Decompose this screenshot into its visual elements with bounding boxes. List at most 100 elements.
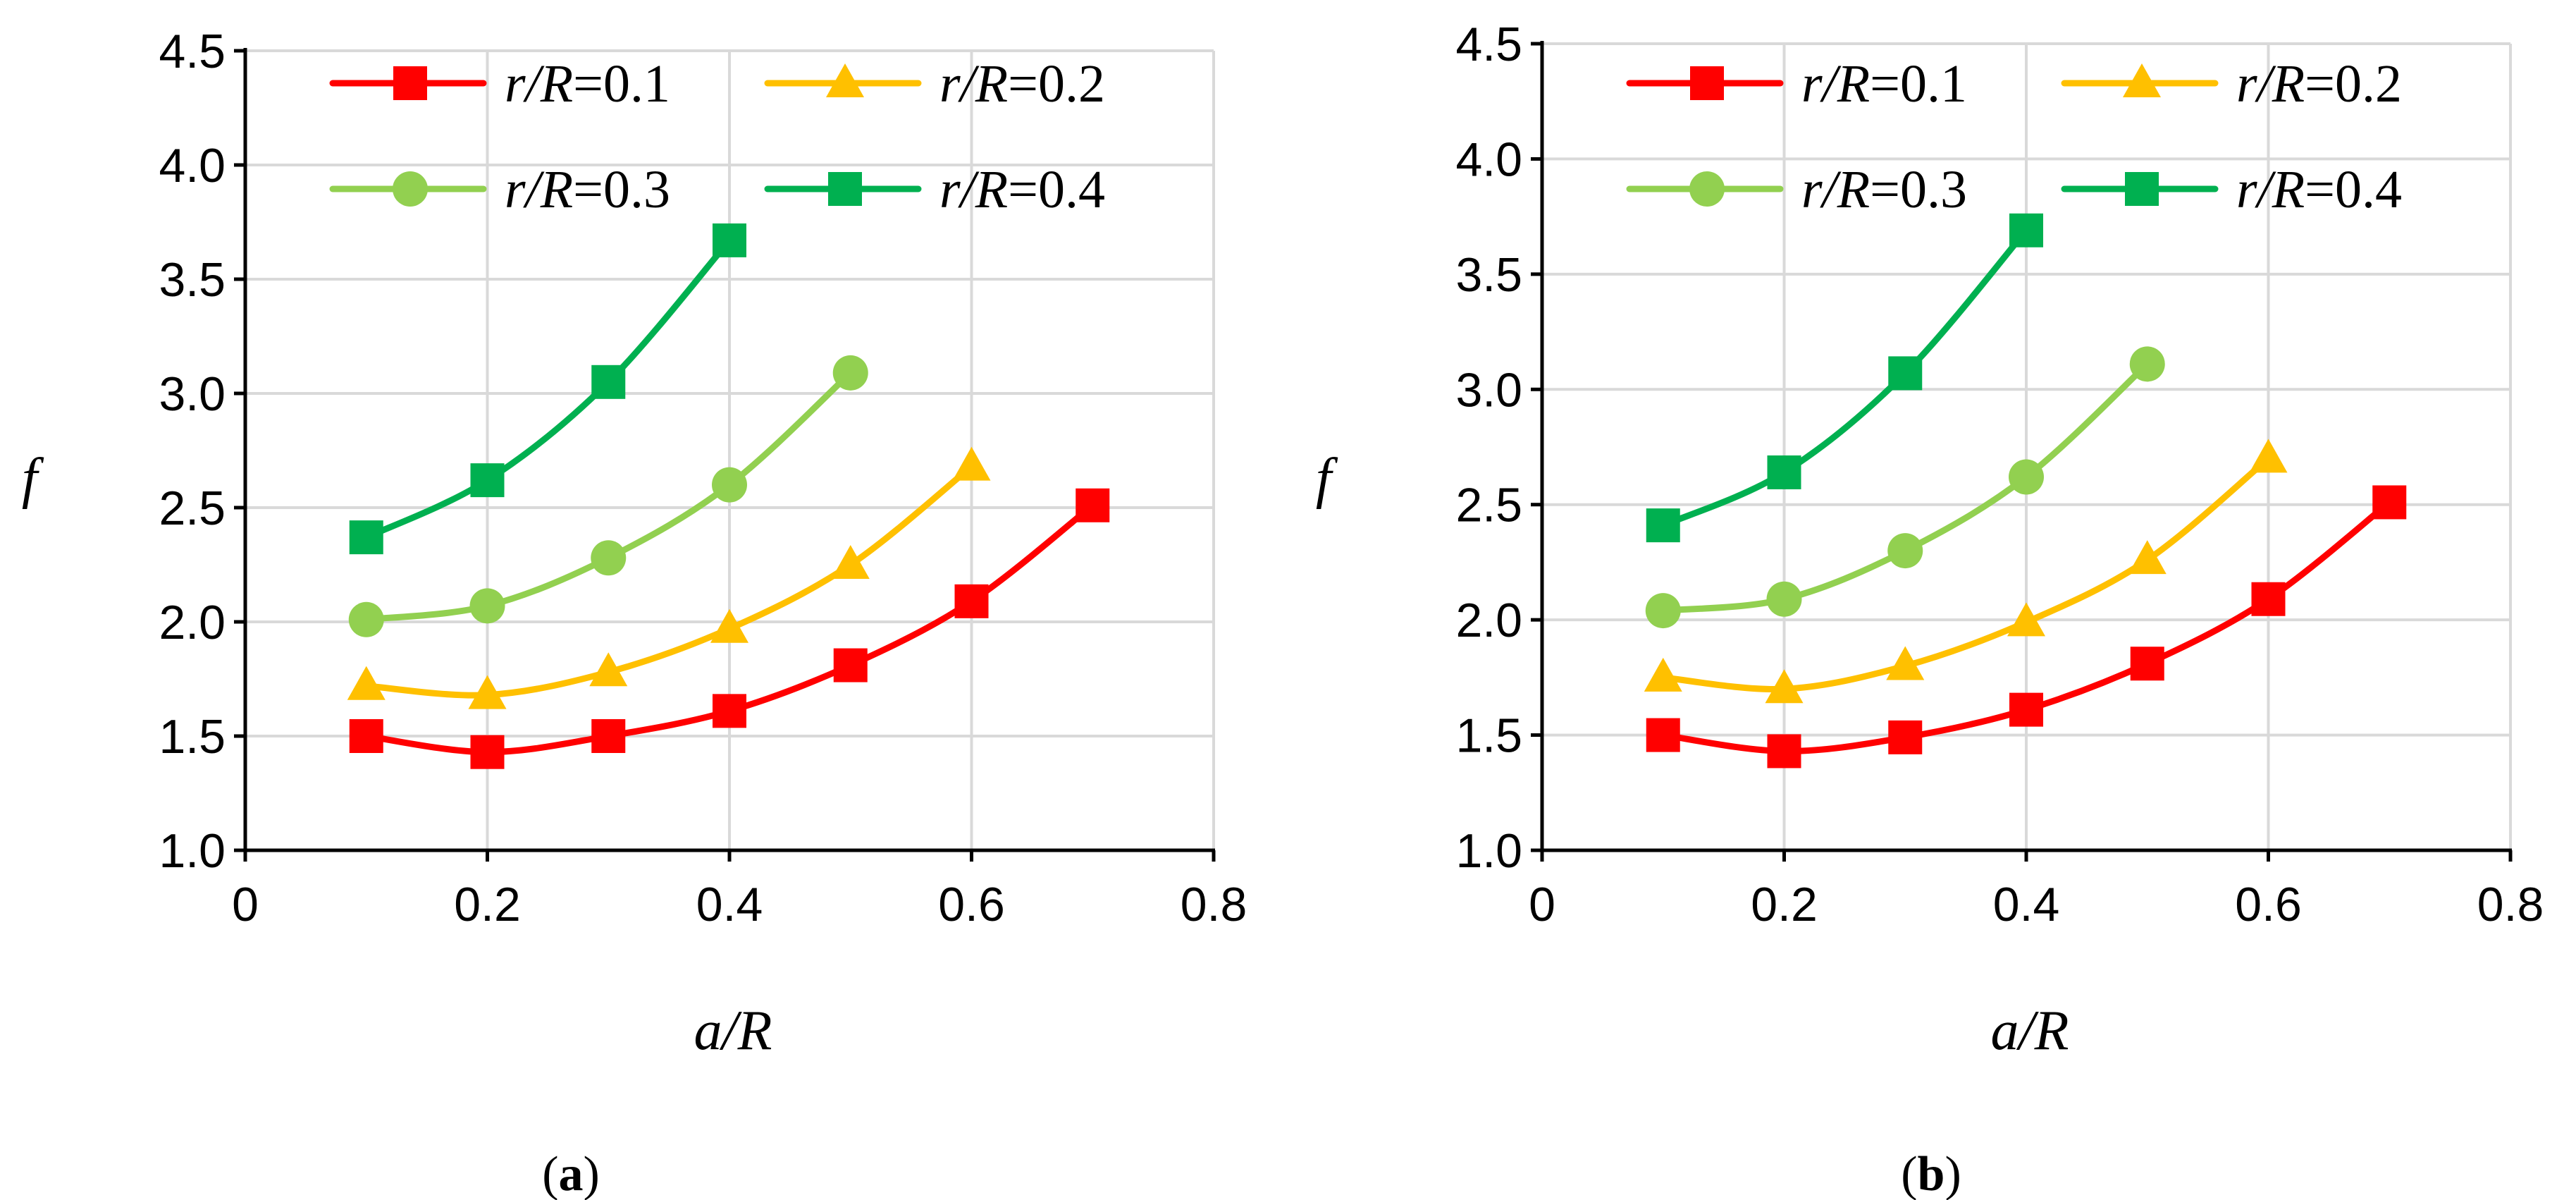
x-axis-title-a: a/R (694, 1000, 772, 1062)
data-point (1646, 508, 1680, 543)
data-point (2129, 346, 2165, 382)
data-point (833, 648, 868, 682)
ticks-a: 0 0.2 0.4 0.6 0.8 1.0 1.5 2.0 2.5 3.0 3.5 4.0 4.5 (159, 25, 1247, 931)
legend-label: r/R=0.2 (2236, 54, 2402, 114)
legend-marker (1690, 66, 1724, 100)
x-axis-title-b: a/R (1990, 1000, 2069, 1062)
series-line (363, 237, 733, 541)
legend-marker (393, 66, 427, 100)
y-tick-label: 3.0 (1455, 363, 1522, 417)
y-tick-label: 4.5 (1455, 18, 1522, 71)
data-point (591, 719, 626, 753)
data-point (591, 365, 626, 399)
data-point (831, 545, 870, 579)
y-tick-label: 4.0 (159, 139, 226, 192)
data-point (954, 584, 989, 618)
legend-b: r/R=0.1 r/R=0.2 r/R=0.3 r/R=0.4 (1626, 54, 2402, 219)
legend-label: r/R=0.3 (505, 160, 670, 219)
data-point (469, 588, 505, 624)
legend-label: r/R=0.4 (2236, 160, 2402, 219)
data-point (713, 694, 746, 728)
data-point (470, 463, 505, 498)
data-point (2009, 213, 2043, 247)
legend-label: r/R=0.1 (505, 54, 670, 114)
data-point (2130, 647, 2164, 681)
y-tick-label: 1.5 (1455, 709, 1522, 763)
series-r/R=0.4 (349, 223, 746, 555)
data-point (2251, 582, 2286, 616)
y-tick-label: 3.5 (159, 253, 226, 307)
legend-label: r/R=0.3 (1801, 160, 1967, 219)
legend-label: r/R=0.1 (1801, 54, 1967, 114)
x-tick-label: 0.4 (696, 878, 763, 931)
chart-panel-a: 0 0.2 0.4 0.6 0.8 1.0 1.5 2.0 2.5 3.0 3.5 4.0 4.5 r/… (22, 25, 1247, 1200)
series-a (347, 223, 1110, 769)
legend-marker (2125, 172, 2159, 206)
legend-label: r/R=0.2 (939, 54, 1105, 114)
data-point (712, 467, 747, 503)
y-tick-label: 4.0 (1455, 133, 1522, 186)
series-line (1660, 227, 2030, 529)
legend-item: r/R=0.3 (1626, 160, 1967, 219)
data-point (349, 520, 383, 555)
data-point (349, 719, 383, 753)
y-tick-label: 1.5 (159, 710, 226, 764)
data-point (1767, 734, 1801, 769)
data-point (1765, 669, 1804, 704)
series-r/R=0.4 (1646, 213, 2043, 543)
data-point (1645, 593, 1681, 629)
series-line (1660, 455, 2272, 693)
x-tick-label: 0.8 (1181, 878, 1247, 931)
legend-item: r/R=0.2 (764, 54, 1105, 114)
legend-marker (826, 63, 864, 97)
series-b (1644, 213, 2407, 769)
legend-marker (393, 171, 428, 207)
y-tick-label: 3.0 (159, 367, 226, 421)
x-tick-label: 0.2 (454, 878, 521, 931)
data-point (1644, 657, 1682, 692)
y-tick-label: 1.0 (159, 824, 226, 878)
caption-a: (a) (542, 1147, 600, 1200)
data-point (1888, 356, 1923, 391)
series-r/R=0.1 (1646, 485, 2407, 769)
x-tick-label: 0.6 (938, 878, 1005, 931)
x-tick-label: 0.2 (1751, 878, 1818, 931)
y-tick-label: 2.5 (159, 482, 226, 535)
caption-b: (b) (1901, 1147, 1961, 1200)
series-r/R=0.1 (349, 488, 1110, 769)
legend-item: r/R=0.4 (2061, 160, 2402, 219)
data-point (468, 675, 507, 709)
data-point (2372, 485, 2407, 520)
data-point (1646, 718, 1680, 752)
data-point (2009, 692, 2043, 727)
series-r/R=0.2 (347, 446, 991, 709)
legend-marker (2123, 63, 2161, 97)
data-point (1766, 581, 1802, 617)
legend-marker (1689, 171, 1725, 207)
data-point (952, 446, 991, 481)
x-tick-label: 0.6 (2235, 878, 2302, 931)
data-point (347, 666, 386, 700)
legend-item: r/R=0.3 (329, 160, 670, 219)
y-tick-label: 2.0 (159, 596, 226, 649)
data-point (589, 652, 628, 687)
legend-item: r/R=0.1 (329, 54, 670, 114)
chart-panel-b: 0 0.2 0.4 0.6 0.8 1.0 1.5 2.0 2.5 3.0 3.5 4.0 4.5 r/… (1316, 18, 2544, 1200)
data-point (470, 735, 505, 769)
data-point (2128, 540, 2167, 575)
data-point (1887, 533, 1923, 569)
data-point (1076, 488, 1110, 522)
y-tick-label: 2.5 (1455, 479, 1522, 532)
legend-label: r/R=0.4 (939, 160, 1105, 219)
data-point (2007, 602, 2045, 637)
x-tick-label: 0 (1529, 878, 1555, 931)
legend-item: r/R=0.2 (2061, 54, 2402, 114)
x-tick-label: 0.8 (2477, 878, 2544, 931)
series-r/R=0.2 (1644, 439, 2288, 704)
data-point (713, 223, 746, 257)
series-line (363, 463, 975, 699)
data-point (2249, 439, 2288, 473)
x-tick-label: 0.4 (1993, 878, 2060, 931)
